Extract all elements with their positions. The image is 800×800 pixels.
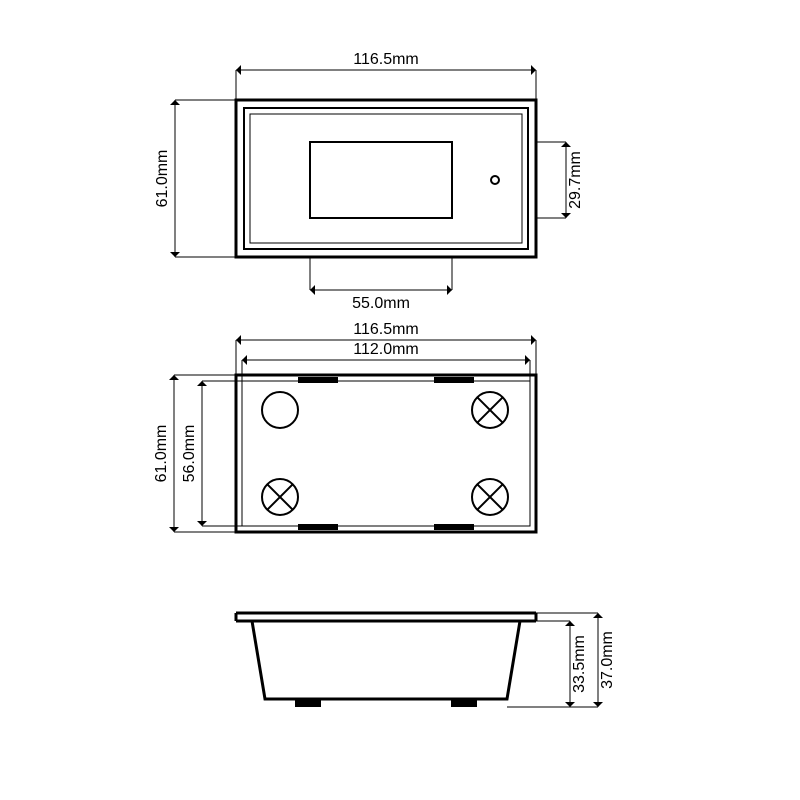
bottom-view-outer [236,375,536,532]
dimension-label: 37.0mm [599,631,616,689]
bottom-view-hole [262,392,298,428]
dimension-label: 112.0mm [353,341,419,358]
dimension-label: 61.0mm [153,425,170,483]
bottom-view-tab-3 [434,524,474,530]
side-view-foot-0 [295,699,321,707]
dimension-label: 33.5mm [571,635,588,693]
bottom-view-tab-0 [298,377,338,383]
dimension-label: 29.7mm [567,151,584,209]
bottom-view-tab-1 [434,377,474,383]
bottom-view-inner [242,381,530,526]
side-view-foot-1 [451,699,477,707]
dimension-label: 55.0mm [352,295,410,312]
dimension-label: 61.0mm [154,150,171,208]
dimension-label: 116.5mm [353,321,419,338]
top-view-face [250,114,522,243]
dimension-label: 56.0mm [181,425,198,483]
engineering-drawing: 116.5mm 61.0mm 29.7mm 55.0mm 116.5mm 112.0mm 6… [0,0,800,800]
dimension-label: 116.5mm [353,51,419,68]
top-view-bezel [244,108,528,249]
top-view-window [310,142,452,218]
top-view-hole [491,176,499,184]
bottom-view-tab-2 [298,524,338,530]
